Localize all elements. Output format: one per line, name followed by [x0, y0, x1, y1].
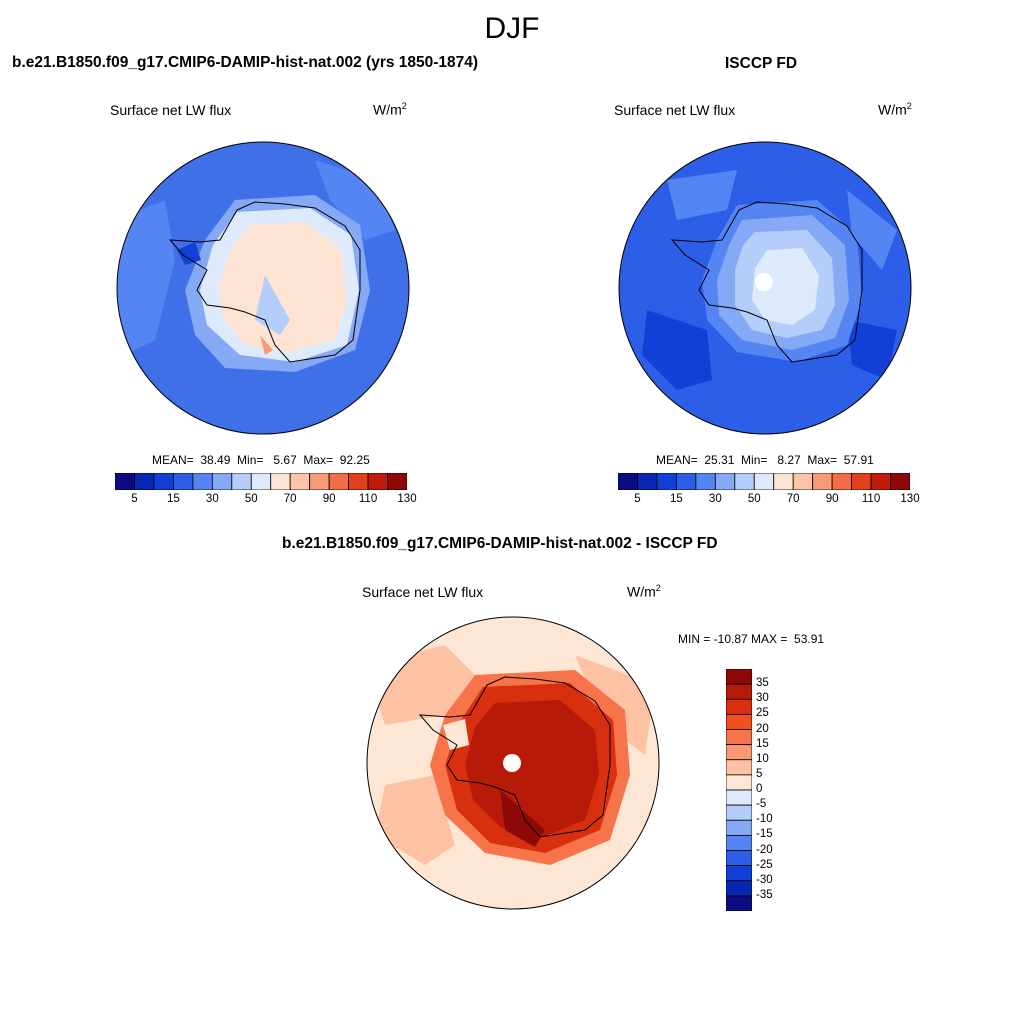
panel-3-colorbar-ticks: 35 30 25 20 15 10 5 0 -5 -10 -15 -20 -25 -30 -35: [756, 669, 796, 911]
colorbar-swatch: [153, 473, 174, 490]
panel-1-field-label: Surface net LW flux: [110, 102, 232, 118]
colorbar-swatch: [250, 473, 272, 490]
colorbar-swatch: [792, 473, 814, 490]
colorbar-swatch: [656, 473, 677, 490]
colorbar-swatch: [270, 473, 291, 490]
colorbar-swatch: [726, 850, 752, 867]
panel-2-polar-map: [618, 141, 912, 435]
colorbar-tick-label: 110: [358, 493, 378, 505]
colorbar-tick-label: 15: [166, 493, 180, 505]
colorbar-tick-label: 15: [756, 737, 769, 750]
colorbar-swatch: [726, 819, 752, 836]
colorbar-swatch: [231, 473, 252, 490]
colorbar-swatch: [726, 880, 752, 897]
colorbar-swatch: [173, 473, 194, 490]
colorbar-swatch: [726, 759, 752, 776]
colorbar-swatch: [328, 473, 350, 490]
colorbar-swatch: [726, 683, 752, 700]
colorbar-swatch: [726, 713, 752, 730]
colorbar-tick-label: 15: [669, 493, 683, 505]
colorbar-tick-label: 5: [756, 767, 763, 780]
colorbar-swatch: [726, 789, 752, 806]
colorbar-swatch: [637, 473, 658, 490]
colorbar-swatch: [726, 895, 752, 911]
colorbar-tick-label: 30: [756, 692, 769, 705]
colorbar-tick-label: 5: [131, 493, 138, 505]
colorbar-tick-label: 0: [756, 783, 763, 795]
panel-1-colorbar-ticks: 5 15 30 50 70 90 110 130: [115, 493, 416, 509]
panel-1-title: b.e21.B1850.f09_g17.CMIP6-DAMIP-hist-nat…: [12, 54, 479, 71]
colorbar-swatch: [726, 865, 752, 882]
colorbar-tick-label: -30: [756, 873, 773, 886]
panel-1-polar-map: [116, 141, 410, 435]
panel-3-field-label: Surface net LW flux: [362, 584, 484, 600]
colorbar-tick-label: 50: [244, 493, 258, 505]
colorbar-swatch: [695, 473, 716, 490]
colorbar-tick-label: -10: [756, 813, 773, 826]
colorbar-swatch: [726, 698, 752, 715]
colorbar-tick-label: -15: [756, 828, 773, 841]
panel-2-title: ISCCP FD: [725, 55, 798, 72]
colorbar-swatch: [831, 473, 853, 490]
colorbar-tick-label: 5: [634, 493, 641, 505]
colorbar-swatch: [753, 473, 775, 490]
panel-3-polar-map: [366, 616, 660, 910]
panel-3-title: b.e21.B1850.f09_g17.CMIP6-DAMIP-hist-nat…: [282, 535, 718, 552]
colorbar-swatch: [115, 473, 135, 490]
colorbar-tick-label: -25: [756, 858, 773, 871]
colorbar-swatch: [714, 473, 736, 490]
colorbar-tick-label: 30: [205, 493, 219, 505]
colorbar-swatch: [870, 473, 891, 490]
colorbar-tick-label: 110: [861, 493, 881, 505]
colorbar-tick-label: 70: [786, 493, 800, 505]
panel-2-units: W/m2: [878, 101, 912, 118]
colorbar-tick-label: 25: [756, 707, 769, 720]
colorbar-swatch: [726, 729, 752, 746]
colorbar-tick-label: 90: [825, 493, 839, 505]
colorbar-tick-label: -5: [756, 798, 767, 811]
colorbar-swatch: [289, 473, 311, 490]
colorbar-swatch: [726, 744, 752, 761]
panel-2-field-label: Surface net LW flux: [614, 102, 736, 118]
colorbar-tick-label: 130: [900, 493, 920, 505]
colorbar-swatch: [726, 834, 752, 851]
colorbar-swatch: [890, 473, 910, 490]
colorbar-swatch: [348, 473, 369, 490]
panel-2-colorbar: [618, 473, 910, 490]
colorbar-swatch: [367, 473, 388, 490]
colorbar-tick-label: -35: [756, 888, 773, 901]
colorbar-tick-label: 130: [397, 493, 417, 505]
colorbar-swatch: [618, 473, 638, 490]
panel-3-stats: MIN = -10.87 MAX = 53.91: [678, 632, 825, 646]
colorbar-tick-label: 20: [756, 722, 769, 735]
colorbar-tick-label: -20: [756, 843, 773, 856]
colorbar-swatch: [812, 473, 833, 490]
colorbar-swatch: [211, 473, 233, 490]
panel-3-colorbar: [726, 669, 752, 911]
colorbar-swatch: [309, 473, 330, 490]
colorbar-tick-label: 50: [747, 493, 761, 505]
colorbar-swatch: [676, 473, 697, 490]
panel-2-stats: MEAN= 25.31 Min= 8.27 Max= 57.91: [656, 453, 874, 467]
colorbar-swatch: [387, 473, 407, 490]
colorbar-swatch: [726, 804, 752, 821]
colorbar-tick-label: 30: [708, 493, 722, 505]
panel-3-units: W/m2: [627, 583, 661, 600]
season-title: DJF: [484, 12, 540, 45]
colorbar-swatch: [726, 774, 752, 791]
panel-1-colorbar: [115, 473, 407, 490]
colorbar-tick-label: 35: [756, 677, 769, 690]
colorbar-swatch: [773, 473, 794, 490]
colorbar-tick-label: 70: [283, 493, 297, 505]
colorbar-swatch: [734, 473, 755, 490]
colorbar-tick-label: 90: [322, 493, 336, 505]
panel-2-colorbar-ticks: 5 15 30 50 70 90 110 130: [618, 493, 919, 509]
colorbar-swatch: [192, 473, 213, 490]
colorbar-swatch: [726, 669, 752, 685]
colorbar-swatch: [134, 473, 155, 490]
colorbar-swatch: [851, 473, 872, 490]
panel-1-units: W/m2: [373, 101, 407, 118]
colorbar-tick-label: 10: [756, 752, 769, 765]
panel-1-stats: MEAN= 38.49 Min= 5.67 Max= 92.25: [152, 453, 370, 467]
